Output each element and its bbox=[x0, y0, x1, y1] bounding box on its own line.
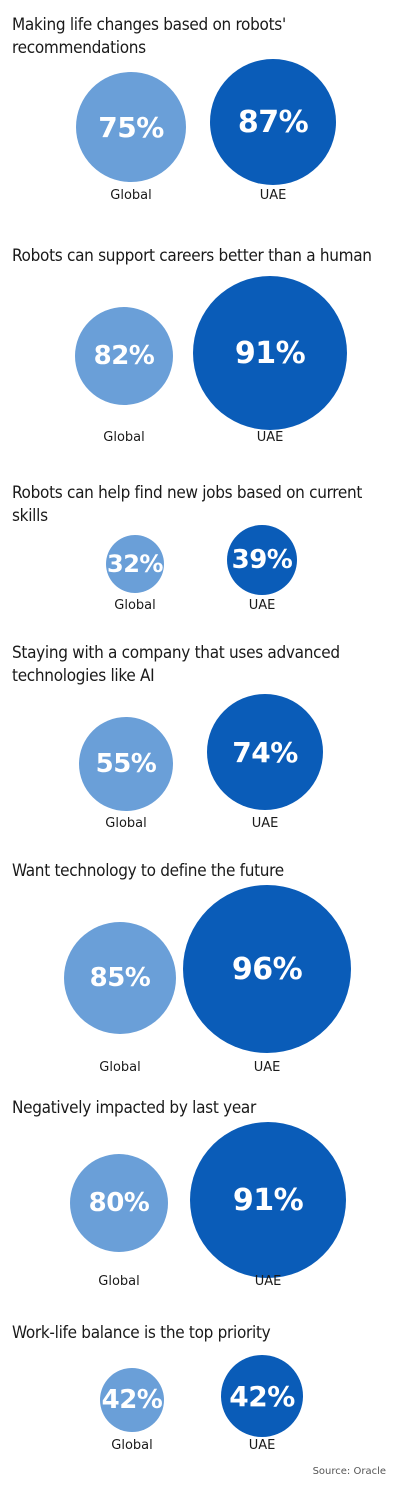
uae-value-label: 91% bbox=[232, 1182, 304, 1218]
uae-bubble: 39% bbox=[227, 525, 297, 595]
global-value-label: 75% bbox=[98, 110, 164, 144]
global-bubble: 32% bbox=[106, 535, 164, 593]
uae-category-label: UAE bbox=[251, 816, 279, 831]
global-bubble: 55% bbox=[79, 717, 173, 811]
uae-bubble: 87% bbox=[210, 59, 336, 185]
uae-bubble: 96% bbox=[183, 885, 351, 1053]
panel-title: Making life changes based on robots' rec… bbox=[12, 15, 286, 58]
global-bubble: 75% bbox=[76, 72, 186, 182]
uae-bubble: 74% bbox=[207, 694, 323, 810]
uae-value-label: 74% bbox=[232, 735, 298, 769]
global-value-label: 55% bbox=[95, 749, 157, 779]
uae-category-label: UAE bbox=[248, 1438, 276, 1453]
uae-category-label: UAE bbox=[254, 1274, 282, 1289]
global-value-label: 85% bbox=[89, 963, 151, 993]
global-value-label: 32% bbox=[107, 550, 163, 578]
global-category-label: Global bbox=[110, 188, 152, 203]
panel-title: Robots can support careers better than a… bbox=[12, 246, 372, 266]
global-value-label: 82% bbox=[93, 341, 155, 371]
global-category-label: Global bbox=[103, 430, 145, 445]
uae-value-label: 87% bbox=[237, 104, 309, 140]
global-bubble: 85% bbox=[64, 922, 176, 1034]
panel-title: Negatively impacted by last year bbox=[12, 1098, 256, 1118]
panel-title: Robots can help find new jobs based on c… bbox=[12, 483, 363, 526]
global-category-label: Global bbox=[105, 816, 147, 831]
uae-value-label: 96% bbox=[231, 951, 303, 987]
panel-title: Work-life balance is the top priority bbox=[12, 1323, 271, 1343]
uae-bubble: 42% bbox=[221, 1355, 303, 1437]
global-bubble: 80% bbox=[70, 1154, 168, 1252]
uae-category-label: UAE bbox=[248, 598, 276, 613]
uae-value-label: 91% bbox=[234, 335, 306, 371]
global-category-label: Global bbox=[99, 1060, 141, 1075]
source-note: Source: Oracle bbox=[312, 1466, 386, 1477]
global-bubble: 42% bbox=[100, 1368, 164, 1432]
panel-title: Want technology to define the future bbox=[12, 861, 284, 881]
global-category-label: Global bbox=[111, 1438, 153, 1453]
uae-bubble: 91% bbox=[190, 1122, 346, 1278]
uae-value-label: 39% bbox=[231, 545, 293, 575]
uae-category-label: UAE bbox=[259, 188, 287, 203]
uae-value-label: 42% bbox=[229, 1379, 295, 1413]
uae-bubble: 91% bbox=[193, 276, 347, 430]
global-value-label: 80% bbox=[88, 1188, 150, 1218]
global-value-label: 42% bbox=[101, 1385, 163, 1415]
global-bubble: 82% bbox=[75, 307, 173, 405]
uae-category-label: UAE bbox=[256, 430, 284, 445]
global-category-label: Global bbox=[98, 1274, 140, 1289]
uae-category-label: UAE bbox=[253, 1060, 281, 1075]
panel-title: Staying with a company that uses advance… bbox=[12, 643, 340, 686]
global-category-label: Global bbox=[114, 598, 156, 613]
